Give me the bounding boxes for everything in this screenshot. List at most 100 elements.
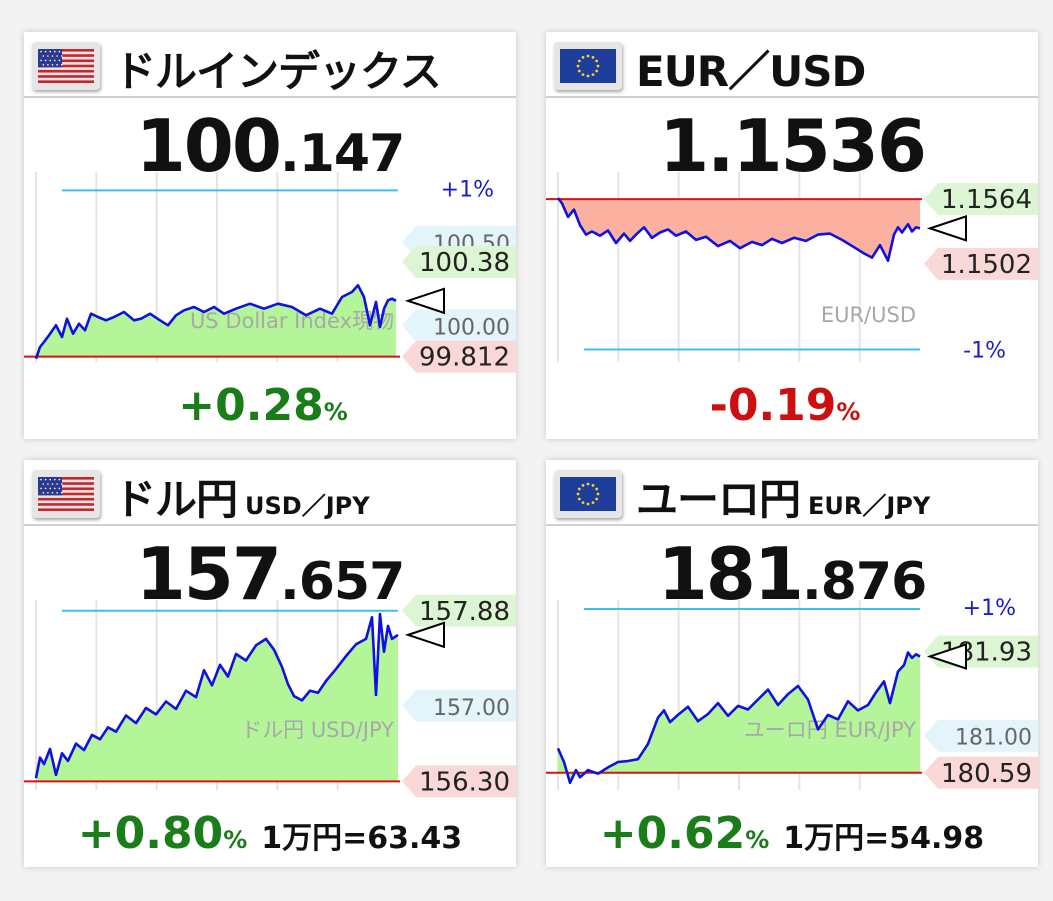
flag-star	[581, 501, 585, 505]
flag-star	[595, 487, 599, 491]
panel-title: ドル円 USD／JPY	[114, 475, 370, 524]
price-tag-green: 100.38	[402, 246, 516, 278]
change-unit: %	[836, 398, 861, 426]
flag-star	[54, 59, 56, 62]
flag-star	[51, 64, 54, 66]
price-integer: 157	[135, 532, 282, 616]
flag-star	[54, 50, 56, 53]
eurjpy-panel[interactable]: ユーロ円 EUR／JPY 181.876 ユーロ円 EUR/JPY +1% 181.9…	[546, 460, 1038, 867]
flag-star	[586, 54, 590, 58]
price-tag-bg	[924, 183, 1038, 216]
flag-star	[577, 59, 581, 63]
flag-star	[51, 55, 54, 57]
flag-star	[60, 64, 63, 66]
header-divider	[546, 96, 1038, 98]
flag-star	[56, 492, 58, 494]
flag-star	[44, 59, 47, 62]
change-row: +0.62% 1万円=54.98	[546, 808, 1038, 859]
header-divider	[24, 524, 516, 526]
current-price-marker	[404, 287, 445, 315]
current-price: 1.1536	[546, 104, 1038, 188]
change-value: +0.28	[178, 380, 324, 431]
eurusd-panel[interactable]: EUR／USD 1.1536 EUR/USD -1% 1.1564 1.1502 -0…	[546, 32, 1038, 439]
flag-star	[591, 73, 595, 77]
price-tag-bg	[402, 340, 516, 373]
area-fill	[36, 614, 398, 782]
panel-subtitle: USD／JPY	[245, 492, 370, 520]
flag-field	[560, 49, 616, 83]
price-tag-label: 99.812	[419, 343, 510, 373]
flag-star	[576, 64, 580, 68]
flag-star	[58, 59, 61, 62]
price-tag-red: 99.812	[402, 340, 516, 373]
flag-stripe	[38, 503, 94, 506]
area-fill	[558, 652, 920, 783]
current-price-marker	[926, 643, 967, 670]
flag-star	[40, 50, 42, 53]
price-tag-bg	[402, 309, 516, 342]
flag-field	[560, 477, 616, 511]
flag-star	[42, 55, 45, 57]
flag-canton	[38, 49, 62, 68]
flag-star	[49, 59, 51, 62]
flag-star	[42, 483, 45, 485]
price-tag-label: 156.30	[419, 767, 510, 797]
flag-star	[595, 497, 599, 501]
current-price-marker	[404, 621, 445, 649]
chart-watermark: ユーロ円 EUR/JPY	[744, 718, 916, 742]
flag-stripe	[38, 75, 94, 78]
current-price-marker	[926, 214, 967, 242]
price-tag-label: 157.00	[433, 696, 510, 721]
flag-star	[49, 487, 51, 490]
dollar-index-panel[interactable]: ドルインデックス 100.147 US Dollar Index現物 +1% 100…	[24, 32, 516, 439]
flag-star	[56, 483, 58, 485]
current-price: 100.147	[24, 104, 516, 188]
change-row: +0.28%	[24, 380, 516, 431]
us-flag-icon	[32, 42, 100, 90]
header-divider	[546, 524, 1038, 526]
price-integer: 181	[657, 532, 804, 616]
flag-star	[54, 478, 56, 481]
flag-star	[595, 59, 599, 63]
flag-star	[54, 487, 56, 490]
flag-star	[586, 502, 590, 506]
flag-star	[577, 69, 581, 73]
price-integer: 1.1536	[659, 104, 927, 188]
flag-star	[58, 487, 61, 490]
flag-star	[596, 492, 600, 496]
yen-conversion: 1万円=54.98	[783, 821, 985, 856]
flag-star	[42, 64, 45, 66]
price-tag-bg	[402, 765, 516, 798]
price-tag-blue: 157.00	[402, 689, 516, 722]
flag-star	[47, 483, 49, 485]
flag-star	[60, 492, 63, 494]
price-decimal: .876	[801, 552, 927, 612]
flag-stripe	[38, 492, 94, 496]
price-tag-blue: 100.00	[402, 309, 516, 342]
change-unit: %	[223, 826, 248, 854]
price-chart: US Dollar Index現物+1%100.50100.38100.0099…	[24, 172, 516, 373]
panel-header: ドル円 USD／JPY	[24, 460, 516, 524]
price-tag-label: 157.88	[419, 597, 510, 627]
flag-stripe	[38, 80, 94, 83]
current-price: 157.657	[24, 532, 516, 616]
price-tag-red: 156.30	[402, 765, 516, 798]
price-tag-red: 180.59	[924, 756, 1038, 789]
area-fill	[36, 285, 396, 359]
flag-star	[40, 59, 42, 62]
price-tag-bg	[402, 689, 516, 722]
flag-star	[586, 482, 590, 486]
eu-flag-icon	[554, 42, 622, 90]
flag-stripe	[38, 69, 94, 73]
panel-title: EUR／USD	[636, 47, 866, 96]
change-value: -0.19	[709, 380, 837, 431]
price-chart: ユーロ円 EUR/JPY +1% 181.93 181.00 180.59	[546, 596, 1038, 790]
price-line	[34, 284, 397, 360]
flag-stripe	[38, 59, 94, 63]
flag-star	[60, 55, 63, 57]
flag-star	[47, 64, 49, 66]
chart-watermark: ドル円 USD/JPY	[241, 718, 394, 742]
price-tag-bg	[924, 247, 1038, 280]
flag-star	[51, 492, 54, 494]
